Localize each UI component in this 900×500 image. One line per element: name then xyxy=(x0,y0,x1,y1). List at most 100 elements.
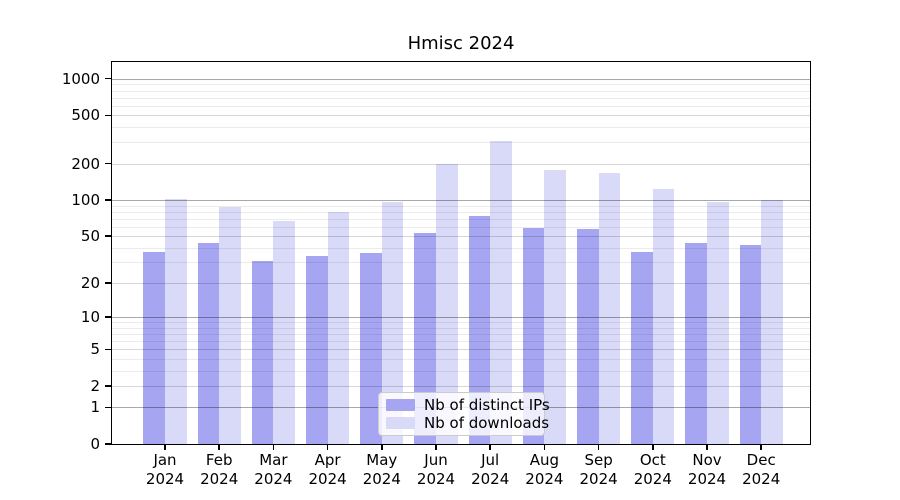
x-tick-label-jun: Jun 2024 xyxy=(416,451,456,488)
bar-downloads-may xyxy=(381,201,404,444)
x-tick-oct xyxy=(652,445,654,450)
bar-downloads-jun xyxy=(436,163,458,444)
x-tick-jun xyxy=(435,445,437,450)
bar-downloads-dec xyxy=(761,200,783,444)
x-tick-label-oct: Oct 2024 xyxy=(633,451,672,488)
chart-title: Hmisc 2024 xyxy=(407,33,515,54)
y-tick-label-1: 1 xyxy=(90,398,100,417)
bar-downloads-mar xyxy=(273,220,296,444)
x-tick-label-aug: Aug 2024 xyxy=(525,451,564,488)
gridline-500 xyxy=(112,115,810,117)
y-tick-label-200: 200 xyxy=(71,154,100,173)
y-tick-label-10: 10 xyxy=(80,308,100,327)
y-tick-0 xyxy=(105,443,112,445)
bar-ips-apr xyxy=(305,256,328,444)
x-tick-sep xyxy=(597,445,600,450)
legend-swatch-downloads xyxy=(386,417,415,429)
gridline-80 xyxy=(112,211,810,213)
gridline-4 xyxy=(112,358,810,360)
bar-ips-feb xyxy=(197,242,220,444)
bar-ips-nov xyxy=(685,242,707,444)
gridline-2 xyxy=(112,385,810,387)
gridline-60 xyxy=(112,226,810,228)
legend-item-distinct-ips: Nb of distinct IPs xyxy=(386,396,550,414)
gridline-700 xyxy=(112,97,810,99)
gridline-100 xyxy=(112,200,810,201)
y-tick-50 xyxy=(105,235,112,237)
bar-ips-oct xyxy=(631,251,653,444)
x-tick-label-sep: Sep 2024 xyxy=(579,451,618,488)
y-tick-200 xyxy=(105,162,112,165)
x-tick-label-may: May 2024 xyxy=(362,451,401,488)
y-tick-label-100: 100 xyxy=(71,191,100,209)
y-tick-1 xyxy=(105,406,112,409)
x-tick-label-feb: Feb 2024 xyxy=(200,451,239,488)
bar-ips-may xyxy=(360,253,382,444)
gridline-90 xyxy=(112,205,810,207)
x-tick-label-apr: Apr 2024 xyxy=(308,451,347,488)
gridline-200 xyxy=(112,163,810,165)
gridline-300 xyxy=(112,142,810,144)
gridline-1000 xyxy=(112,78,810,80)
bar-ips-jun xyxy=(414,233,436,444)
bar-downloads-jul xyxy=(490,140,512,444)
bar-downloads-feb xyxy=(219,207,241,444)
gridline-8 xyxy=(112,327,810,329)
y-tick-label-0: 0 xyxy=(90,435,100,453)
bar-ips-mar xyxy=(251,260,274,444)
gridline-900 xyxy=(112,84,810,86)
gridline-3 xyxy=(112,370,810,372)
x-tick-label-dec: Dec 2024 xyxy=(742,451,781,488)
x-tick-aug xyxy=(543,445,546,450)
gridline-800 xyxy=(112,90,810,92)
x-tick-label-jul: Jul 2024 xyxy=(471,451,510,488)
gridline-30 xyxy=(112,262,810,264)
bar-downloads-sep xyxy=(598,173,621,444)
y-tick-label-2: 2 xyxy=(90,376,100,395)
x-tick-nov xyxy=(706,445,708,450)
gridline-6 xyxy=(112,341,810,343)
gridline-600 xyxy=(112,105,810,107)
gridline-7 xyxy=(112,334,810,335)
y-tick-label-5: 5 xyxy=(90,340,100,359)
x-tick-jul xyxy=(489,445,491,450)
legend-swatch-distinct-ips xyxy=(386,399,415,411)
gridline-50 xyxy=(112,236,810,238)
bar-downloads-apr xyxy=(327,211,350,444)
legend-label-downloads: Nb of downloads xyxy=(424,414,550,432)
y-tick-label-20: 20 xyxy=(80,274,100,292)
gridline-70 xyxy=(112,218,810,220)
bar-downloads-nov xyxy=(707,201,729,444)
x-tick-dec xyxy=(760,445,762,450)
bar-ips-aug xyxy=(522,227,545,444)
x-tick-label-nov: Nov 2024 xyxy=(687,451,727,488)
gridline-5 xyxy=(112,349,810,351)
x-tick-mar xyxy=(272,445,275,450)
x-tick-apr xyxy=(326,445,329,450)
bar-ips-jul xyxy=(468,216,491,444)
y-tick-100 xyxy=(105,199,112,201)
gridline-9 xyxy=(112,322,810,324)
x-tick-label-mar: Mar 2024 xyxy=(254,451,293,488)
bar-downloads-aug xyxy=(544,169,567,444)
legend: Nb of distinct IPs Nb of downloads xyxy=(378,392,550,436)
y-tick-1000 xyxy=(105,77,112,80)
bar-downloads-oct xyxy=(652,188,675,444)
x-tick-jan xyxy=(164,445,166,450)
bar-ips-dec xyxy=(739,245,762,444)
bar-downloads-jan xyxy=(165,198,187,444)
y-tick-5 xyxy=(105,348,112,351)
gridline-10 xyxy=(112,317,810,319)
x-tick-may xyxy=(381,445,383,450)
plot-area: 0 1 2 5 10 20 50 100 200 500 1000 Jan 2024 Feb 2024 M… xyxy=(62,61,811,488)
gridline-400 xyxy=(112,127,810,129)
y-tick-10 xyxy=(105,316,112,318)
gridline-40 xyxy=(112,247,810,249)
bar-ips-sep xyxy=(576,229,599,444)
x-tick-feb xyxy=(218,445,220,450)
legend-label-distinct-ips: Nb of distinct IPs xyxy=(424,396,550,414)
y-tick-label-50: 50 xyxy=(80,227,100,246)
legend-item-downloads: Nb of downloads xyxy=(386,414,549,432)
y-tick-label-1000: 1000 xyxy=(61,69,100,88)
